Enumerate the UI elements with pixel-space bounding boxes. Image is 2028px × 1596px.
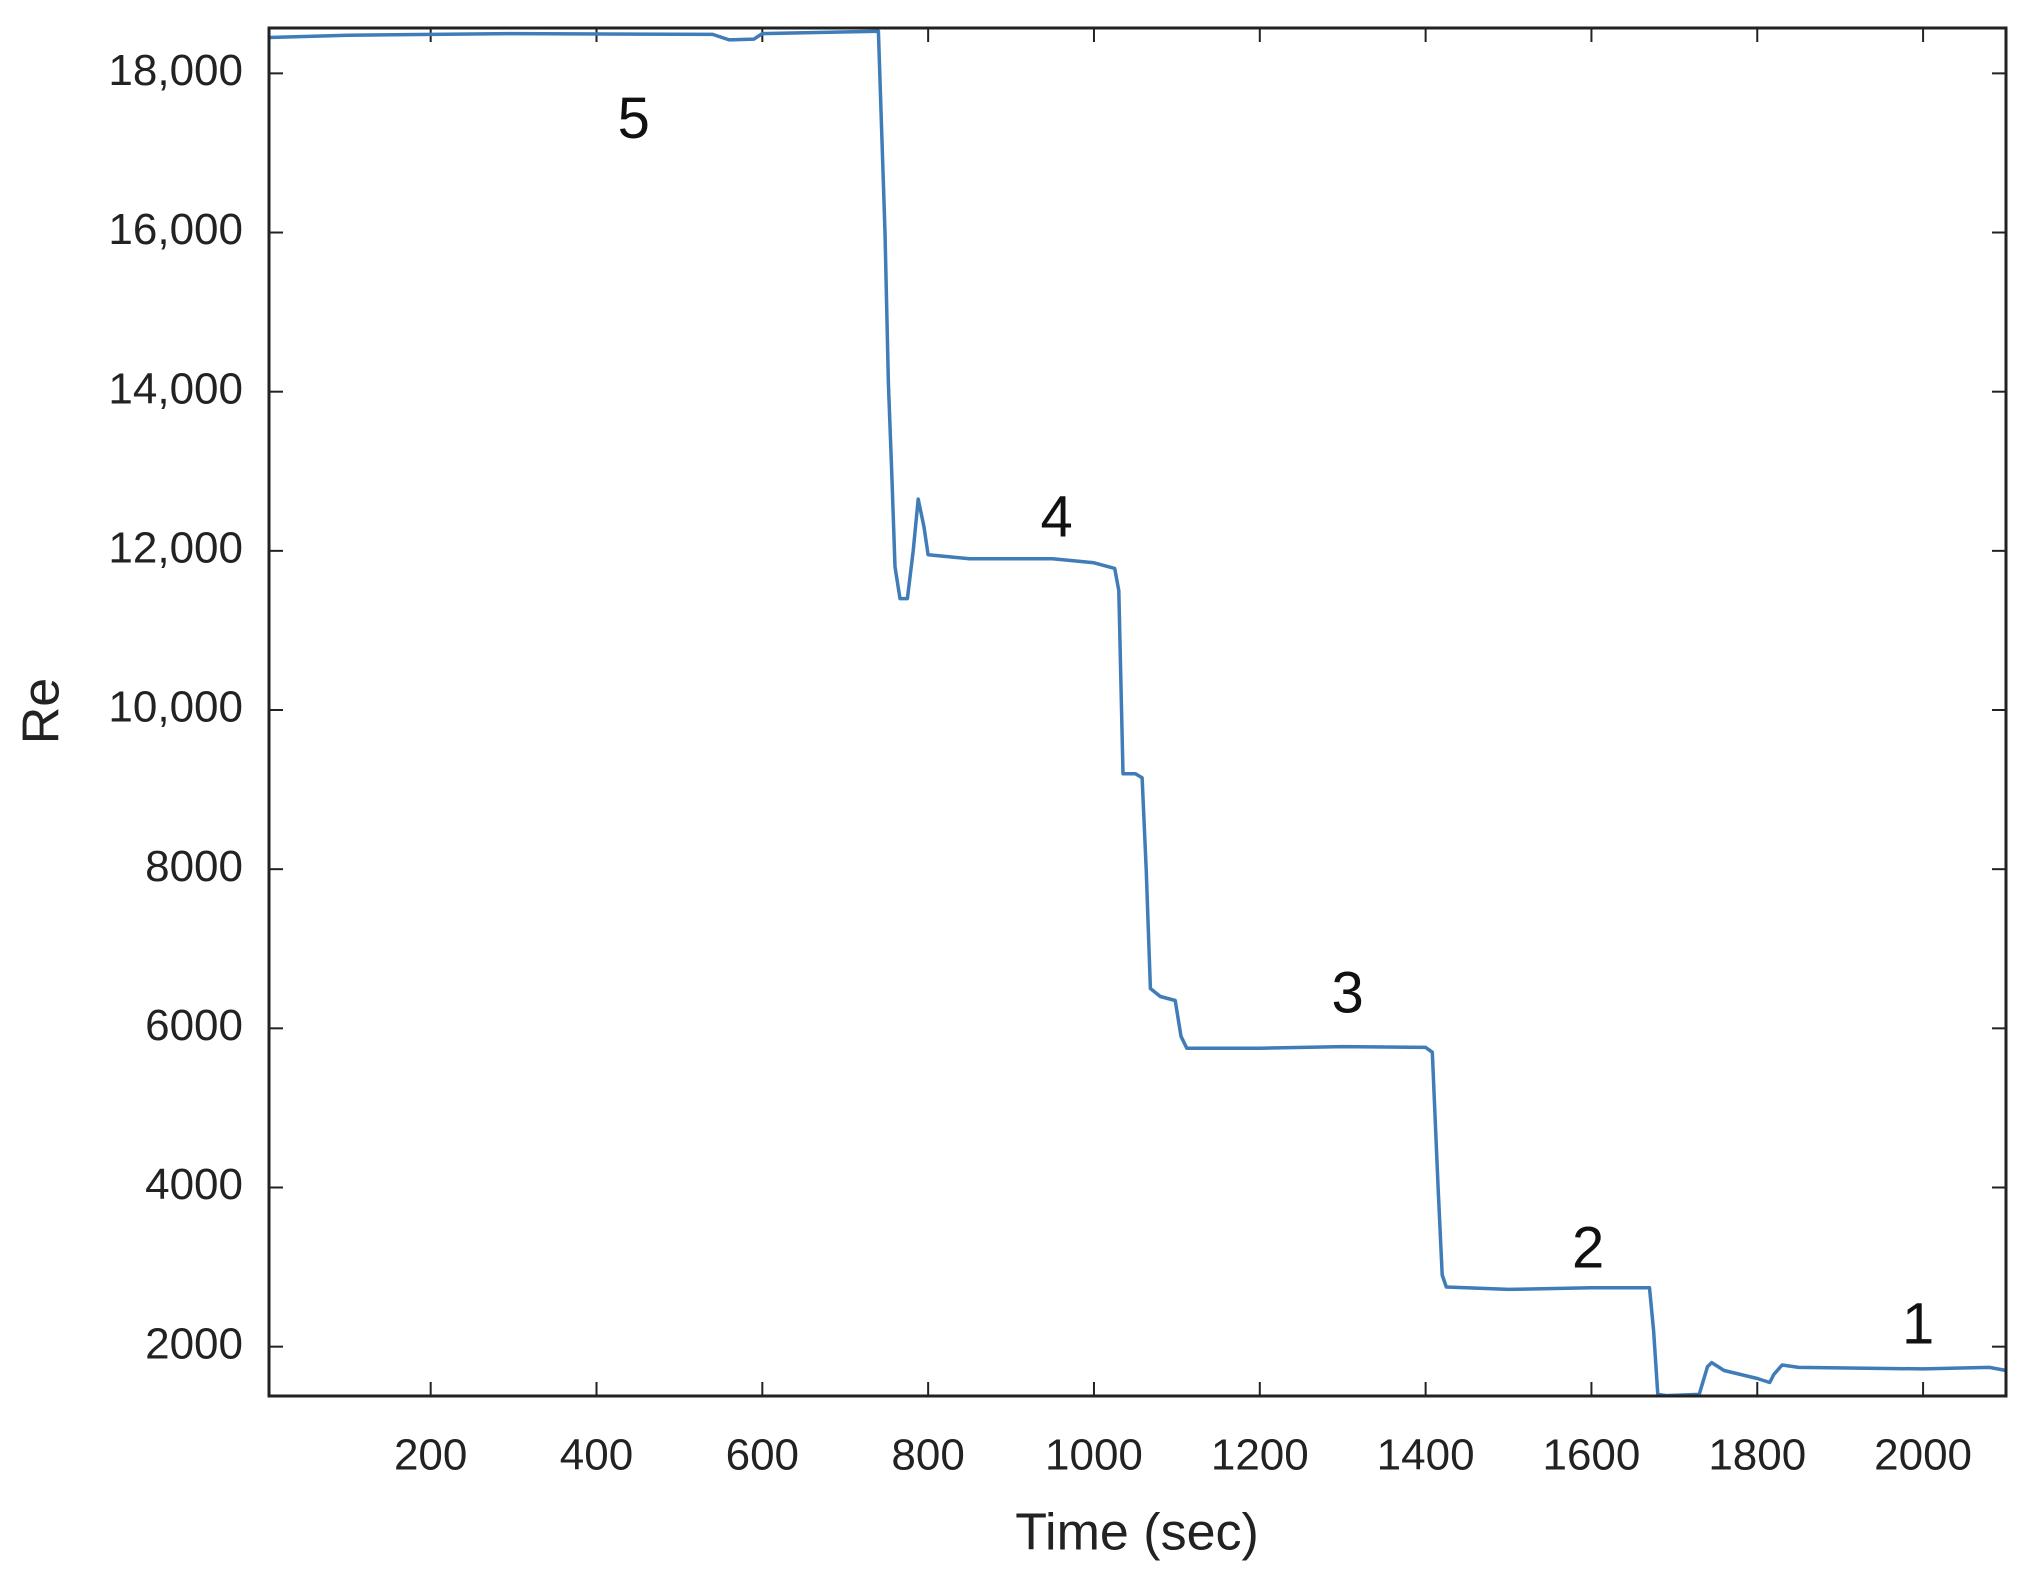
x-tick-label: 800 [891,1431,964,1480]
annotation: 3 [1332,961,1364,1026]
plot-frame [267,26,2008,1398]
y-tick-label: 14,000 [108,364,243,413]
x-tick-label: 1000 [1045,1431,1143,1480]
annotation: 5 [618,86,650,151]
annotation: 2 [1572,1215,1604,1280]
data-line [268,29,2007,1398]
y-tick-label: 16,000 [108,205,243,254]
x-tick-label: 600 [726,1431,799,1480]
y-tick-label: 4000 [145,1160,243,1209]
annotation: 4 [1041,485,1073,550]
y-tick-label: 10,000 [108,683,243,732]
y-axis-label: Re [13,678,71,744]
x-tick-label: 1400 [1377,1431,1475,1480]
x-tick-label: 2000 [1874,1431,1972,1480]
y-tick-label: 12,000 [108,523,243,572]
y-tick-label: 6000 [145,1001,243,1050]
x-tick-label: 1600 [1542,1431,1640,1480]
annotation: 1 [1902,1292,1934,1357]
y-tick-label: 2000 [145,1319,243,1368]
x-tick-label: 1800 [1708,1431,1806,1480]
y-tick-label: 8000 [145,842,243,891]
x-tick-label: 200 [394,1431,467,1480]
y-tick-label: 18,000 [108,46,243,95]
x-axis-label: Time (sec) [1015,1504,1259,1562]
x-tick-label: 1200 [1211,1431,1309,1480]
x-tick-label: 400 [560,1431,633,1480]
